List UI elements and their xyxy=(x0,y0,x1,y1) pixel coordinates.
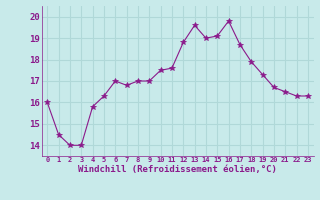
X-axis label: Windchill (Refroidissement éolien,°C): Windchill (Refroidissement éolien,°C) xyxy=(78,165,277,174)
